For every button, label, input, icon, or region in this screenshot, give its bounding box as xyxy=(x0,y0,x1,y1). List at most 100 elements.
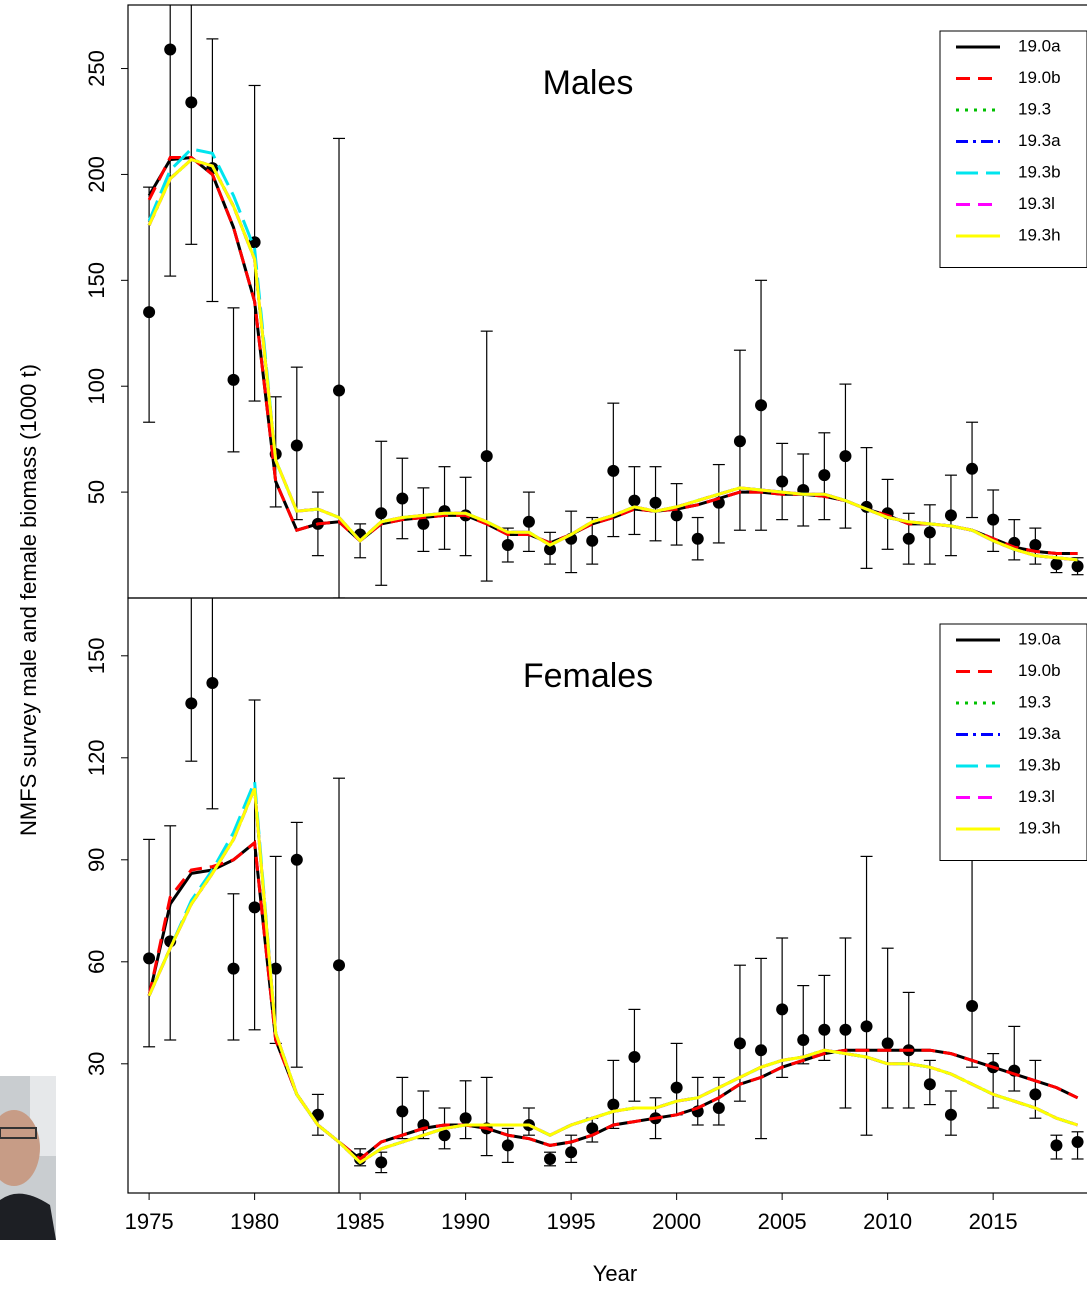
survey-point xyxy=(544,1153,557,1165)
survey-point xyxy=(860,1020,873,1033)
survey-point xyxy=(839,1023,852,1036)
survey-point xyxy=(691,532,704,545)
y-tick-label: 30 xyxy=(84,1052,109,1076)
survey-point xyxy=(1050,1139,1063,1152)
plot-area xyxy=(143,598,1084,1193)
x-tick-label: 2005 xyxy=(758,1209,807,1234)
survey-point xyxy=(311,1108,324,1121)
x-tick-label: 2010 xyxy=(863,1209,912,1234)
survey-point xyxy=(733,1037,746,1050)
survey-point xyxy=(290,439,303,452)
survey-point xyxy=(248,901,261,914)
y-tick-label: 90 xyxy=(84,848,109,872)
legend-label: 19.0b xyxy=(1018,68,1061,87)
survey-point xyxy=(902,532,915,545)
survey-point xyxy=(818,469,831,482)
model-line xyxy=(147,787,1079,1165)
y-tick-label: 150 xyxy=(84,262,109,299)
survey-point xyxy=(607,464,620,477)
legend-label: 19.3 xyxy=(1018,692,1051,711)
survey-point xyxy=(480,450,493,463)
y-tick-label: 150 xyxy=(84,637,109,674)
survey-point xyxy=(966,462,979,475)
survey-point xyxy=(797,1034,810,1046)
survey-point xyxy=(733,435,746,448)
survey-point xyxy=(944,509,957,522)
survey-point xyxy=(565,1146,578,1159)
survey-point xyxy=(881,1037,894,1050)
survey-point xyxy=(143,306,156,319)
legend-label: 19.0a xyxy=(1018,629,1061,648)
legend-label: 19.3b xyxy=(1018,755,1061,774)
y-tick-label: 250 xyxy=(84,50,109,87)
survey-point xyxy=(586,534,599,547)
survey-point xyxy=(966,1000,979,1012)
survey-point xyxy=(501,539,514,552)
survey-point xyxy=(628,494,641,507)
survey-point xyxy=(501,1139,514,1152)
webcam-glasses xyxy=(0,1127,37,1139)
survey-point xyxy=(417,517,430,530)
legend-label: 19.0a xyxy=(1018,36,1061,55)
survey-point xyxy=(712,1102,725,1114)
survey-point xyxy=(1029,539,1042,552)
webcam-shoulders xyxy=(0,1193,56,1240)
y-axis-label: NMFS survey male and female biomass (100… xyxy=(16,364,41,836)
survey-point xyxy=(375,1156,388,1169)
legend-label: 19.3a xyxy=(1018,724,1061,743)
survey-point xyxy=(607,1098,620,1111)
y-tick-label: 200 xyxy=(84,156,109,193)
survey-point xyxy=(269,962,282,975)
survey-point xyxy=(776,475,789,488)
survey-point xyxy=(164,43,177,56)
survey-point xyxy=(185,697,198,710)
survey-point xyxy=(227,962,240,975)
y-tick-label: 60 xyxy=(84,950,109,974)
model-line xyxy=(147,157,1078,562)
survey-point xyxy=(290,853,303,866)
survey-point xyxy=(396,492,409,505)
survey-point xyxy=(776,1003,789,1016)
legend-box xyxy=(939,623,1087,861)
survey-point xyxy=(459,1112,472,1125)
panel-title: Males xyxy=(543,64,634,102)
x-tick-label: 1995 xyxy=(547,1209,596,1234)
plot-area xyxy=(143,5,1084,598)
survey-point xyxy=(143,952,156,965)
survey-point xyxy=(396,1105,409,1118)
y-tick-label: 120 xyxy=(84,739,109,776)
survey-point xyxy=(923,526,936,539)
survey-point xyxy=(1050,558,1063,571)
legend-label: 19.3 xyxy=(1018,99,1051,118)
webcam-face xyxy=(0,1110,40,1186)
survey-point xyxy=(755,399,768,412)
legend-label: 19.0b xyxy=(1018,661,1061,680)
survey-point xyxy=(206,677,219,689)
panel-title: Females xyxy=(523,657,653,695)
x-tick-label: 1975 xyxy=(125,1209,174,1234)
legend-label: 19.3a xyxy=(1018,131,1061,150)
x-tick-label: 1980 xyxy=(230,1209,279,1234)
survey-point xyxy=(333,384,346,397)
legend-label: 19.3l xyxy=(1018,194,1055,213)
x-tick-label: 1990 xyxy=(441,1209,490,1234)
survey-point xyxy=(522,515,535,528)
webcam-thumbnail xyxy=(0,1076,56,1240)
survey-point xyxy=(670,1081,683,1094)
legend-label: 19.3h xyxy=(1018,818,1061,837)
survey-point xyxy=(227,373,240,386)
survey-point xyxy=(185,96,198,109)
survey-point xyxy=(1071,1136,1084,1148)
survey-point xyxy=(755,1044,768,1057)
survey-point xyxy=(1029,1088,1042,1101)
survey-point xyxy=(1071,560,1084,573)
survey-point xyxy=(818,1023,831,1036)
survey-point xyxy=(333,959,346,972)
survey-point xyxy=(923,1078,936,1091)
x-tick-label: 2015 xyxy=(969,1209,1018,1234)
survey-point xyxy=(544,543,557,556)
y-tick-label: 100 xyxy=(84,368,109,405)
x-tick-label: 2000 xyxy=(652,1209,701,1234)
